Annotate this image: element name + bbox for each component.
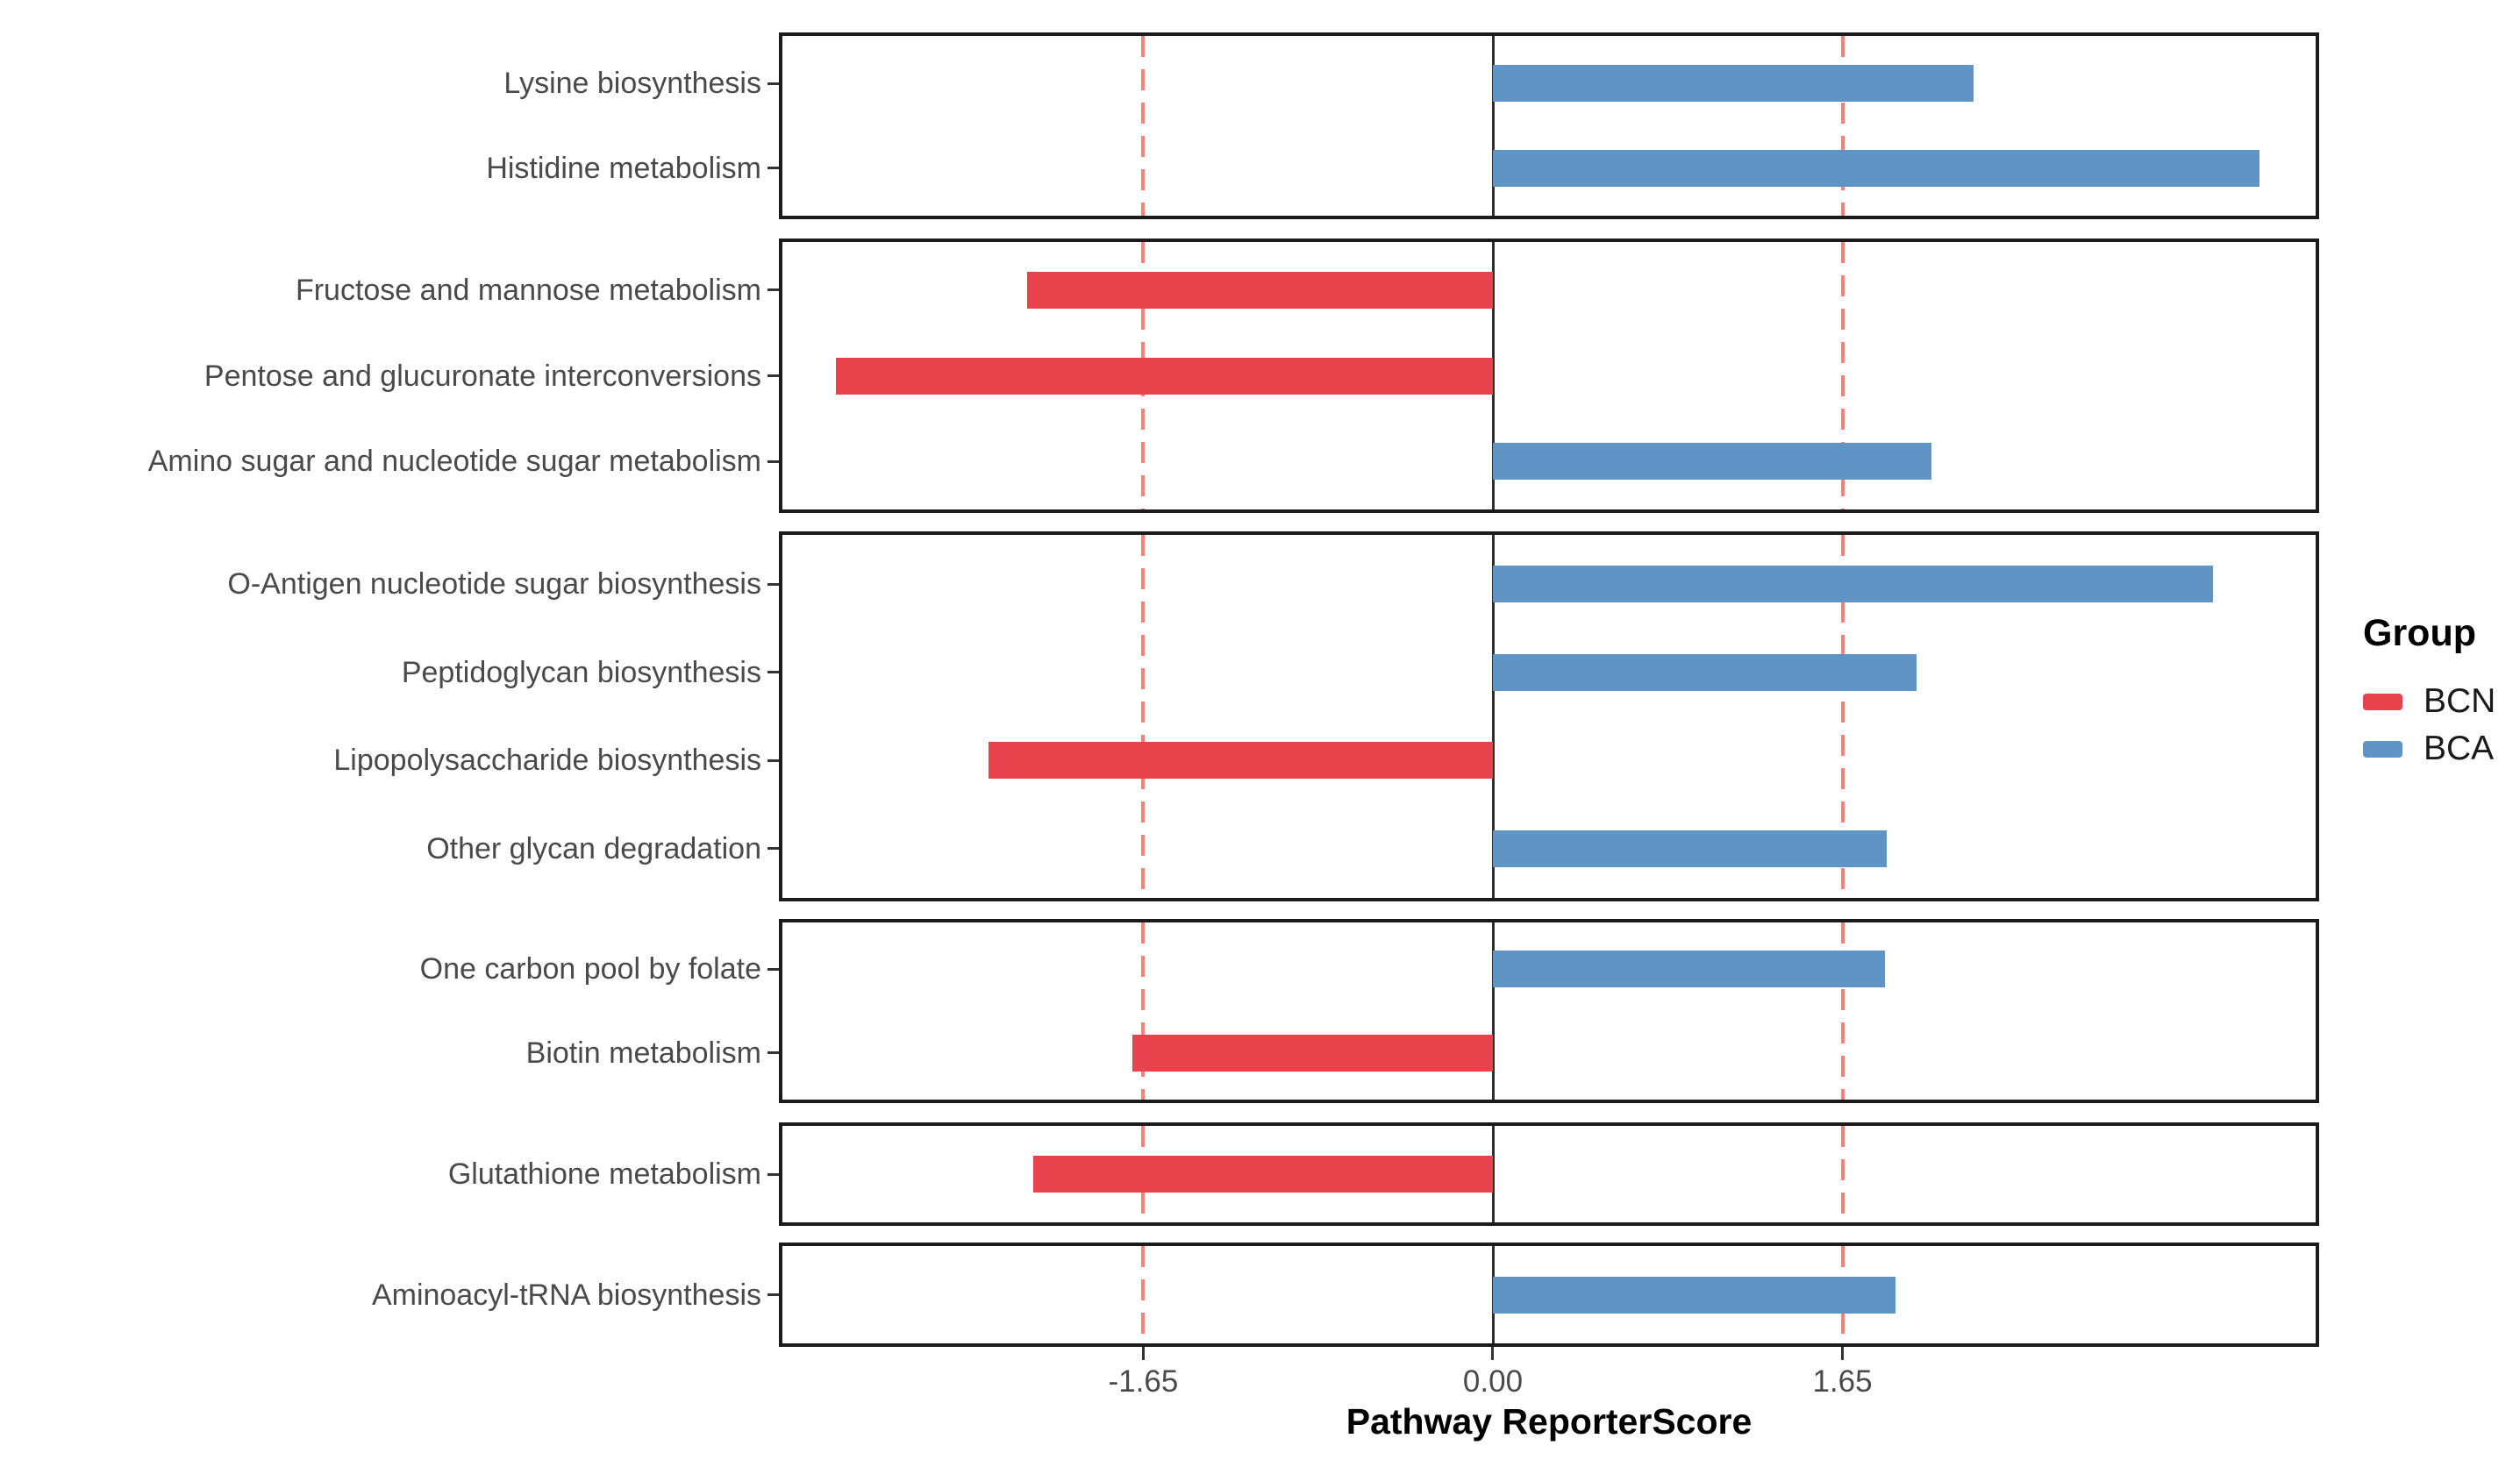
y-axis-tick (767, 1293, 779, 1296)
facet-panel (779, 239, 2319, 513)
threshold-line-dashed (1141, 922, 1146, 1100)
threshold-line-dashed (1840, 535, 1845, 898)
bar-bca (1492, 951, 1885, 988)
facet-panel (779, 531, 2319, 901)
zero-line (1491, 922, 1495, 1100)
y-axis-label: One carbon pool by folate (419, 952, 761, 986)
zero-line (1491, 535, 1495, 898)
y-axis-tick (767, 967, 779, 971)
threshold-line-dashed (1141, 36, 1146, 216)
legend-title: Group (2363, 612, 2476, 654)
x-axis-tick-label: 0.00 (1462, 1364, 1524, 1399)
legend-item: BCN (2363, 682, 2496, 720)
y-axis-label: Histidine metabolism (486, 151, 761, 185)
facet-panel (779, 1243, 2319, 1347)
y-axis-tick (767, 459, 779, 463)
y-axis-label: Aminoacyl-tRNA biosynthesis (371, 1278, 761, 1312)
y-axis-tick (767, 1051, 779, 1055)
y-axis-label: Glutathione metabolism (447, 1157, 761, 1191)
y-axis-tick (767, 288, 779, 292)
threshold-line-dashed (1840, 36, 1845, 216)
facet-panel (779, 32, 2319, 219)
y-axis-tick (767, 167, 779, 170)
facet-panel (779, 919, 2319, 1103)
legend-swatch-bca (2363, 740, 2402, 758)
y-axis-tick (767, 374, 779, 377)
bar-bcn (836, 357, 1493, 395)
y-axis-tick (767, 1172, 779, 1176)
bar-bca (1492, 149, 2260, 187)
bar-bcn (989, 742, 1493, 780)
y-axis-label: Amino sugar and nucleotide sugar metabol… (147, 445, 761, 479)
y-axis-label: O-Antigen nucleotide sugar biosynthesis (227, 567, 761, 602)
legend-item-label: BCN (2424, 682, 2496, 720)
bar-bca (1492, 65, 1974, 103)
x-axis-tick-label: -1.65 (1108, 1364, 1179, 1399)
threshold-line-dashed (1840, 922, 1845, 1100)
zero-line (1491, 1126, 1495, 1222)
zero-line (1491, 242, 1495, 509)
legend-items: BCN BCA (2363, 682, 2496, 767)
threshold-line-dashed (1840, 1126, 1845, 1222)
y-axis-label: Peptidoglycan biosynthesis (401, 655, 761, 689)
y-axis-label: Biotin metabolism (525, 1036, 761, 1070)
y-axis-label: Lysine biosynthesis (503, 67, 761, 101)
facet-panel (779, 1122, 2319, 1226)
legend: Group BCN BCA (2363, 612, 2495, 780)
threshold-line-dashed (1141, 535, 1146, 898)
bar-bcn (1132, 1034, 1493, 1072)
x-axis-tick (1491, 1347, 1495, 1360)
legend-swatch-bcn (2363, 693, 2402, 710)
bar-bca (1492, 566, 2214, 603)
y-axis-label: Pentose and glucuronate interconversions (203, 359, 761, 393)
y-axis-tick (767, 758, 779, 762)
bar-bca (1492, 653, 1917, 691)
threshold-line-dashed (1141, 1246, 1146, 1343)
x-axis-tick (1141, 1347, 1145, 1360)
y-axis-tick (767, 671, 779, 674)
bar-bca (1492, 830, 1888, 867)
legend-item-label: BCA (2424, 730, 2495, 767)
x-axis-title: Pathway ReporterScore (1346, 1401, 1753, 1442)
x-axis-tick (1841, 1347, 1845, 1360)
legend-item: BCA (2363, 730, 2495, 767)
bar-bcn (1032, 1156, 1493, 1193)
zero-line (1491, 36, 1495, 216)
bar-bcn (1026, 271, 1493, 309)
bar-bca (1492, 1276, 1895, 1314)
y-axis-label: Other glycan degradation (426, 831, 761, 865)
threshold-line-dashed (1840, 242, 1845, 509)
x-axis-tick-label: 1.65 (1812, 1364, 1873, 1399)
bar-bca (1492, 443, 1931, 481)
y-axis-tick (767, 82, 779, 85)
y-axis-label: Lipopolysaccharide biosynthesis (333, 744, 761, 778)
y-axis-tick (767, 847, 779, 851)
y-axis-label: Fructose and mannose metabolism (295, 273, 761, 307)
y-axis-tick (767, 582, 779, 586)
